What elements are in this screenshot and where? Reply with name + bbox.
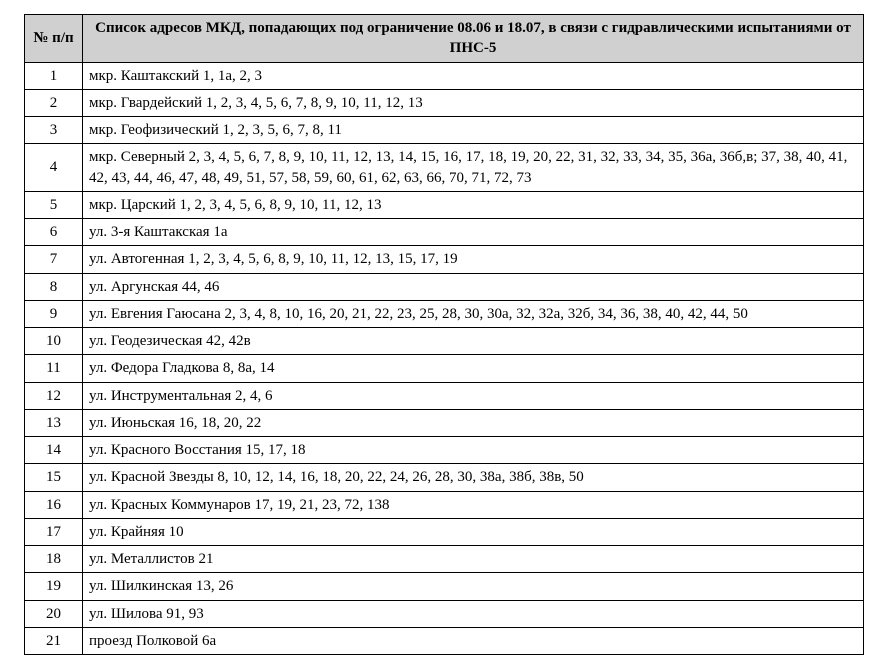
- row-address: ул. Июньская 16, 18, 20, 22: [83, 409, 864, 436]
- table-row: 11ул. Федора Гладкова 8, 8а, 14: [25, 355, 864, 382]
- table-row: 20ул. Шилова 91, 93: [25, 600, 864, 627]
- table-row: 18ул. Металлистов 21: [25, 546, 864, 573]
- table-row: 7ул. Автогенная 1, 2, 3, 4, 5, 6, 8, 9, …: [25, 246, 864, 273]
- table-row: 2мкр. Гвардейский 1, 2, 3, 4, 5, 6, 7, 8…: [25, 89, 864, 116]
- row-address: ул. Геодезическая 42, 42в: [83, 328, 864, 355]
- row-address: ул. Красных Коммунаров 17, 19, 21, 23, 7…: [83, 491, 864, 518]
- table-row: 3мкр. Геофизический 1, 2, 3, 5, 6, 7, 8,…: [25, 117, 864, 144]
- row-address: мкр. Гвардейский 1, 2, 3, 4, 5, 6, 7, 8,…: [83, 89, 864, 116]
- table-row: 1мкр. Каштакский 1, 1а, 2, 3: [25, 62, 864, 89]
- row-address: ул. Федора Гладкова 8, 8а, 14: [83, 355, 864, 382]
- row-address: мкр. Геофизический 1, 2, 3, 5, 6, 7, 8, …: [83, 117, 864, 144]
- row-num: 16: [25, 491, 83, 518]
- row-address: ул. 3-я Каштакская 1а: [83, 219, 864, 246]
- table-header-row: № п/п Список адресов МКД, попадающих под…: [25, 15, 864, 63]
- table-row: 6ул. 3-я Каштакская 1а: [25, 219, 864, 246]
- table-row: 12ул. Инструментальная 2, 4, 6: [25, 382, 864, 409]
- row-num: 3: [25, 117, 83, 144]
- col-header-num: № п/п: [25, 15, 83, 63]
- table-row: 8ул. Аргунская 44, 46: [25, 273, 864, 300]
- row-address: ул. Металлистов 21: [83, 546, 864, 573]
- row-num: 12: [25, 382, 83, 409]
- row-address: мкр. Каштакский 1, 1а, 2, 3: [83, 62, 864, 89]
- table-row: 15ул. Красной Звезды 8, 10, 12, 14, 16, …: [25, 464, 864, 491]
- row-num: 5: [25, 191, 83, 218]
- row-num: 18: [25, 546, 83, 573]
- row-address: ул. Инструментальная 2, 4, 6: [83, 382, 864, 409]
- row-address: мкр. Царский 1, 2, 3, 4, 5, 6, 8, 9, 10,…: [83, 191, 864, 218]
- table-row: 5мкр. Царский 1, 2, 3, 4, 5, 6, 8, 9, 10…: [25, 191, 864, 218]
- row-num: 1: [25, 62, 83, 89]
- row-address: проезд Полковой 6а: [83, 627, 864, 654]
- row-num: 19: [25, 573, 83, 600]
- row-num: 9: [25, 300, 83, 327]
- row-address: ул. Красной Звезды 8, 10, 12, 14, 16, 18…: [83, 464, 864, 491]
- table-row: 9ул. Евгения Гаюсана 2, 3, 4, 8, 10, 16,…: [25, 300, 864, 327]
- row-num: 7: [25, 246, 83, 273]
- row-address: ул. Евгения Гаюсана 2, 3, 4, 8, 10, 16, …: [83, 300, 864, 327]
- row-address: ул. Крайняя 10: [83, 518, 864, 545]
- row-num: 13: [25, 409, 83, 436]
- row-address: мкр. Северный 2, 3, 4, 5, 6, 7, 8, 9, 10…: [83, 144, 864, 192]
- table-row: 17ул. Крайняя 10: [25, 518, 864, 545]
- row-address: ул. Шилова 91, 93: [83, 600, 864, 627]
- table-row: 21проезд Полковой 6а: [25, 627, 864, 654]
- row-num: 4: [25, 144, 83, 192]
- row-address: ул. Автогенная 1, 2, 3, 4, 5, 6, 8, 9, 1…: [83, 246, 864, 273]
- row-num: 2: [25, 89, 83, 116]
- row-address: ул. Красного Восстания 15, 17, 18: [83, 437, 864, 464]
- row-num: 6: [25, 219, 83, 246]
- table-row: 16ул. Красных Коммунаров 17, 19, 21, 23,…: [25, 491, 864, 518]
- row-num: 10: [25, 328, 83, 355]
- table-row: 13ул. Июньская 16, 18, 20, 22: [25, 409, 864, 436]
- row-num: 17: [25, 518, 83, 545]
- row-num: 11: [25, 355, 83, 382]
- table-body: 1мкр. Каштакский 1, 1а, 2, 32мкр. Гварде…: [25, 62, 864, 655]
- row-num: 8: [25, 273, 83, 300]
- table-row: 10ул. Геодезическая 42, 42в: [25, 328, 864, 355]
- table-row: 4мкр. Северный 2, 3, 4, 5, 6, 7, 8, 9, 1…: [25, 144, 864, 192]
- row-num: 14: [25, 437, 83, 464]
- row-address: ул. Аргунская 44, 46: [83, 273, 864, 300]
- row-num: 21: [25, 627, 83, 654]
- table-row: 19ул. Шилкинская 13, 26: [25, 573, 864, 600]
- row-address: ул. Шилкинская 13, 26: [83, 573, 864, 600]
- row-num: 15: [25, 464, 83, 491]
- row-num: 20: [25, 600, 83, 627]
- address-table: № п/п Список адресов МКД, попадающих под…: [24, 14, 864, 655]
- table-row: 14ул. Красного Восстания 15, 17, 18: [25, 437, 864, 464]
- col-header-title: Список адресов МКД, попадающих под огран…: [83, 15, 864, 63]
